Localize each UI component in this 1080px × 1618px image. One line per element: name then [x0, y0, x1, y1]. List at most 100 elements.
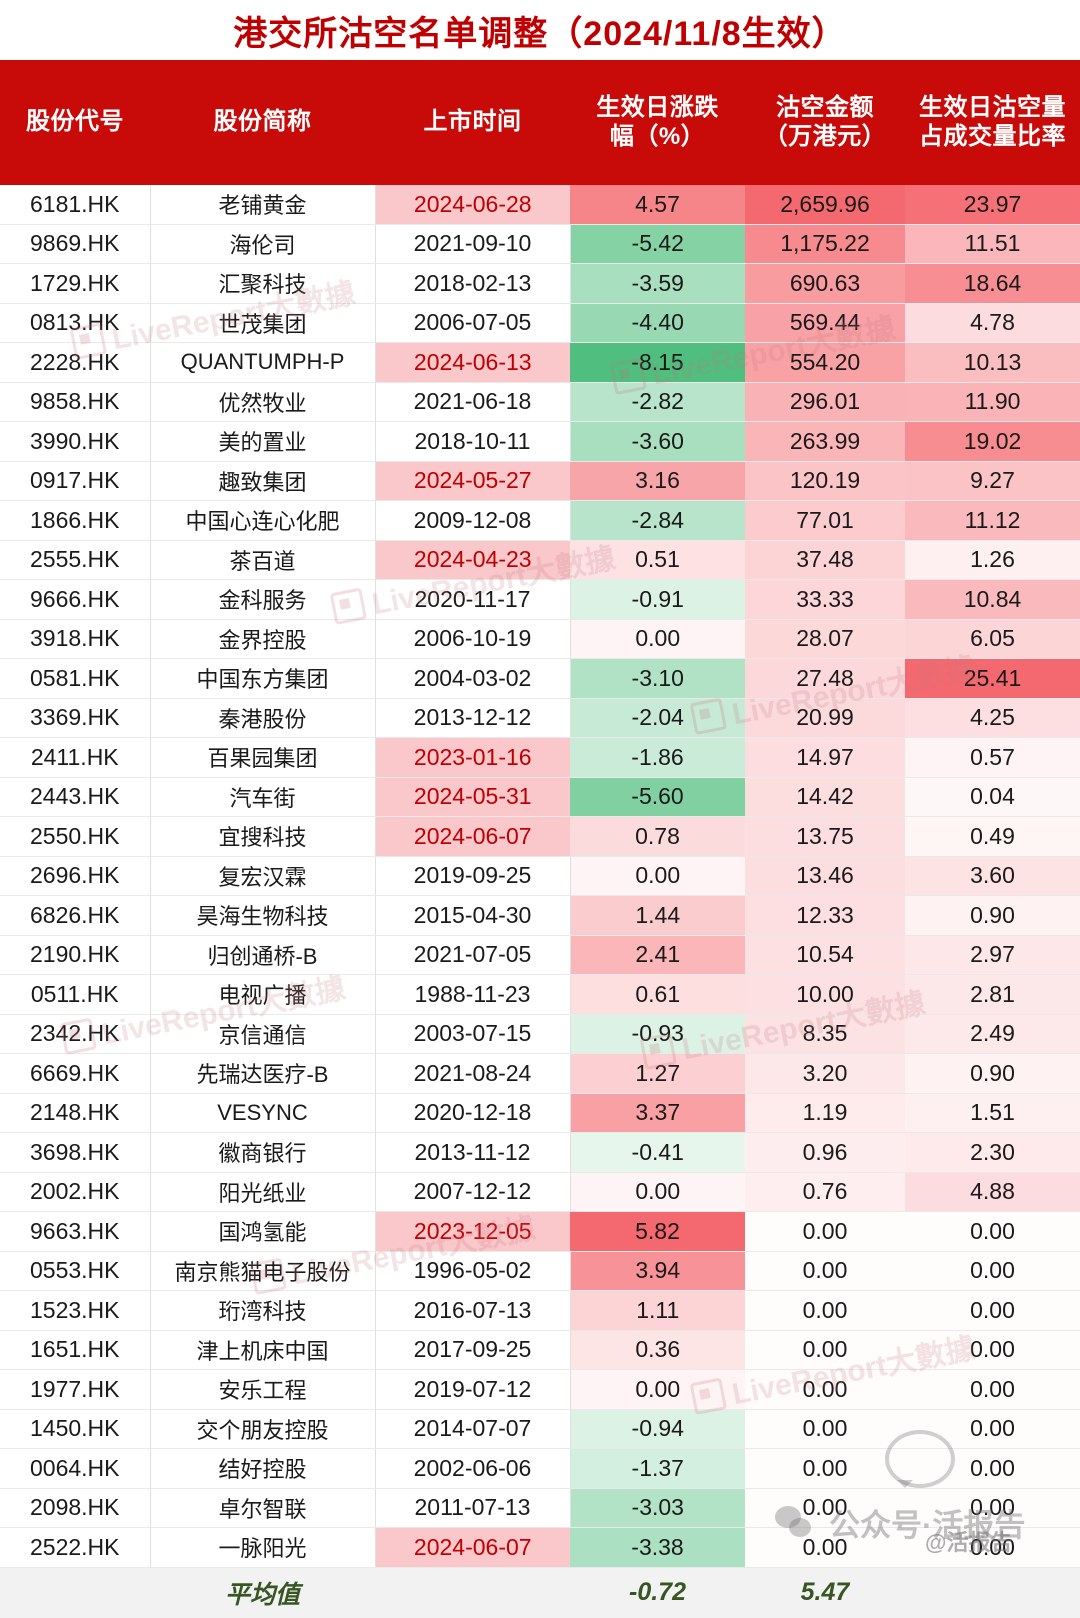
cell-listing-date: 2019-07-12: [375, 1369, 571, 1410]
table-row[interactable]: 2443.HK 汽车街 2024-05-31 -5.60 14.42 0.04: [0, 777, 1080, 817]
cell-stock-code: 3698.HK: [0, 1132, 151, 1173]
table-row[interactable]: 1977.HK 安乐工程 2019-07-12 0.00 0.00 0.00: [0, 1369, 1080, 1410]
table-row[interactable]: 1523.HK 珩湾科技 2016-07-13 1.11 0.00 0.00: [0, 1290, 1080, 1331]
cell-short-amount: 77.01: [745, 500, 905, 541]
table-row[interactable]: 9858.HK 优然牧业 2021-06-18 -2.82 296.01 11.90: [0, 382, 1080, 422]
table-row[interactable]: 0064.HK 结好控股 2002-06-06 -1.37 0.00 0.00: [0, 1448, 1080, 1489]
cell-stock-name: 珩湾科技: [150, 1290, 376, 1331]
cell-short-ratio: 0.00: [905, 1211, 1080, 1252]
cell-stock-code: 3369.HK: [0, 698, 151, 738]
table-row[interactable]: 0581.HK 中国东方集团 2004-03-02 -3.10 27.48 25.41: [0, 658, 1080, 699]
table-row[interactable]: 1651.HK 津上机床中国 2017-09-25 0.36 0.00 0.00: [0, 1330, 1080, 1370]
cell-listing-date: 2007-12-12: [375, 1172, 571, 1212]
cell-change-pct: -3.59: [570, 263, 745, 304]
cell-listing-date: 2023-01-16: [375, 737, 570, 778]
cell-change-pct: -4.40: [570, 303, 745, 343]
cell-short-ratio: 0.00: [905, 1448, 1080, 1489]
cell-listing-date: 2018-10-11: [375, 421, 571, 462]
cell-change-pct: 0.00: [570, 619, 745, 659]
cell-change-pct: -1.37: [570, 1448, 745, 1489]
table-row[interactable]: 1729.HK 汇聚科技 2018-02-13 -3.59 690.63 18.64: [0, 263, 1080, 304]
cell-short-amount: 8.35: [745, 1014, 905, 1054]
table-row[interactable]: 2190.HK 归创通桥-B 2021-07-05 2.41 10.54 2.97: [0, 935, 1080, 975]
cell-listing-date: 2021-08-24: [375, 1053, 571, 1094]
cell-short-amount: 28.07: [745, 619, 905, 659]
cell-change-pct: -3.03: [570, 1488, 745, 1528]
cell-stock-name: 一脉阳光: [150, 1527, 376, 1568]
cell-stock-code: 2190.HK: [0, 935, 151, 975]
cell-stock-code: 1866.HK: [0, 500, 151, 541]
table-row[interactable]: 1866.HK 中国心连心化肥 2009-12-08 -2.84 77.01 11.12: [0, 500, 1080, 541]
table-row[interactable]: 2148.HK VESYNC 2020-12-18 3.37 1.19 1.51: [0, 1093, 1080, 1133]
cell-stock-code: 9858.HK: [0, 382, 151, 422]
table-row[interactable]: 2550.HK 宜搜科技 2024-06-07 0.78 13.75 0.49: [0, 816, 1080, 857]
table-row[interactable]: 6181.HK 老铺黄金 2024-06-28 4.57 2,659.96 23.97: [0, 185, 1080, 225]
table-row[interactable]: 3369.HK 秦港股份 2013-12-12 -2.04 20.99 4.25: [0, 698, 1080, 738]
table-row[interactable]: 1450.HK 交个朋友控股 2014-07-07 -0.94 0.00 0.00: [0, 1409, 1080, 1449]
cell-short-amount: 2,659.96: [745, 185, 905, 225]
table-row[interactable]: 3990.HK 美的置业 2018-10-11 -3.60 263.99 19.02: [0, 421, 1080, 462]
cell-short-amount: 0.00: [745, 1448, 905, 1489]
table-row[interactable]: 2555.HK 茶百道 2024-04-23 0.51 37.48 1.26: [0, 540, 1080, 580]
cell-stock-code: 0581.HK: [0, 658, 151, 699]
cell-stock-code: 2522.HK: [0, 1527, 151, 1568]
table-row[interactable]: 6669.HK 先瑞达医疗-B 2021-08-24 1.27 3.20 0.90: [0, 1053, 1080, 1094]
cell-listing-date: 2009-12-08: [375, 500, 571, 541]
table-row[interactable]: 2228.HK QUANTUMPH-P 2024-06-13 -8.15 554.20 1…: [0, 342, 1080, 383]
cell-short-amount: 120.19: [745, 461, 905, 501]
cell-short-amount: 0.96: [745, 1132, 905, 1173]
cell-stock-code: 1450.HK: [0, 1409, 151, 1449]
table-row[interactable]: 2098.HK 卓尔智联 2011-07-13 -3.03 0.00 0.00: [0, 1488, 1080, 1528]
cell-short-amount: 0.00: [745, 1369, 905, 1410]
average-blank-ratio: [905, 1567, 1080, 1618]
cell-change-pct: 0.00: [570, 1172, 745, 1212]
table-row[interactable]: 2696.HK 复宏汉霖 2019-09-25 0.00 13.46 3.60: [0, 856, 1080, 896]
table-row[interactable]: 0813.HK 世茂集团 2006-07-05 -4.40 569.44 4.78: [0, 303, 1080, 343]
col-header-ratio[interactable]: 生效日沽空量 占成交量比率: [905, 60, 1080, 185]
table-row[interactable]: 3698.HK 徽商银行 2013-11-12 -0.41 0.96 2.30: [0, 1132, 1080, 1173]
col-header-name[interactable]: 股份简称: [150, 60, 375, 185]
cell-listing-date: 2003-07-15: [375, 1014, 571, 1054]
cell-short-ratio: 0.57: [905, 737, 1080, 778]
table-row[interactable]: 3918.HK 金界控股 2006-10-19 0.00 28.07 6.05: [0, 619, 1080, 659]
cell-stock-code: 3990.HK: [0, 421, 151, 462]
cell-change-pct: -0.93: [570, 1014, 745, 1054]
cell-listing-date: 1988-11-23: [375, 974, 571, 1015]
cell-short-ratio: 11.51: [905, 224, 1080, 264]
cell-short-amount: 10.00: [745, 974, 905, 1015]
cell-stock-name: 宜搜科技: [150, 816, 376, 857]
cell-short-amount: 12.33: [745, 895, 905, 936]
col-header-amount[interactable]: 沽空金额 （万港元）: [745, 60, 905, 185]
cell-listing-date: 2020-12-18: [375, 1093, 571, 1133]
cell-stock-name: 金科服务: [150, 579, 376, 620]
cell-listing-date: 2021-07-05: [375, 935, 571, 975]
col-header-change[interactable]: 生效日涨跌 幅（%）: [570, 60, 745, 185]
col-header-change-line1: 生效日涨跌: [596, 94, 719, 122]
table-row[interactable]: 6826.HK 昊海生物科技 2015-04-30 1.44 12.33 0.90: [0, 895, 1080, 936]
table-row[interactable]: 0553.HK 南京熊猫电子股份 1996-05-02 3.94 0.00 0.00: [0, 1251, 1080, 1291]
table-row[interactable]: 2522.HK 一脉阳光 2024-06-07 -3.38 0.00 0.00: [0, 1527, 1080, 1568]
table-row[interactable]: 9666.HK 金科服务 2020-11-17 -0.91 33.33 10.84: [0, 579, 1080, 620]
col-header-code[interactable]: 股份代号: [0, 60, 150, 185]
short-sell-table: 股份代号 股份简称 上市时间 生效日涨跌 幅（%） 沽空金额 （万港元） 生效日: [0, 60, 1080, 1618]
cell-stock-code: 0917.HK: [0, 461, 151, 501]
cell-change-pct: 0.36: [570, 1330, 745, 1370]
cell-change-pct: 0.00: [570, 856, 745, 896]
cell-change-pct: -5.60: [570, 777, 745, 817]
cell-stock-name: 复宏汉霖: [150, 856, 376, 896]
col-header-date[interactable]: 上市时间: [375, 60, 570, 185]
table-row[interactable]: 9869.HK 海伦司 2021-09-10 -5.42 1,175.22 11.51: [0, 224, 1080, 264]
cell-stock-code: 1523.HK: [0, 1290, 151, 1331]
table-row[interactable]: 0917.HK 趣致集团 2024-05-27 3.16 120.19 9.27: [0, 461, 1080, 501]
cell-change-pct: -3.10: [570, 658, 745, 699]
col-header-amount-line1: 沽空金额: [776, 94, 874, 122]
table-row[interactable]: 9663.HK 国鸿氢能 2023-12-05 5.82 0.00 0.00: [0, 1211, 1080, 1252]
table-row[interactable]: 2002.HK 阳光纸业 2007-12-12 0.00 0.76 4.88: [0, 1172, 1080, 1212]
table-row[interactable]: 2411.HK 百果园集团 2023-01-16 -1.86 14.97 0.57: [0, 737, 1080, 778]
table-row[interactable]: 0511.HK 电视广播 1988-11-23 0.61 10.00 2.81: [0, 974, 1080, 1015]
cell-stock-code: 9663.HK: [0, 1211, 151, 1252]
cell-short-ratio: 0.90: [905, 1053, 1080, 1094]
cell-short-ratio: 0.90: [905, 895, 1080, 936]
table-row[interactable]: 2342.HK 京信通信 2003-07-15 -0.93 8.35 2.49: [0, 1014, 1080, 1054]
title-bar: 港交所沽空名单调整（2024/11/8生效）: [0, 0, 1080, 60]
